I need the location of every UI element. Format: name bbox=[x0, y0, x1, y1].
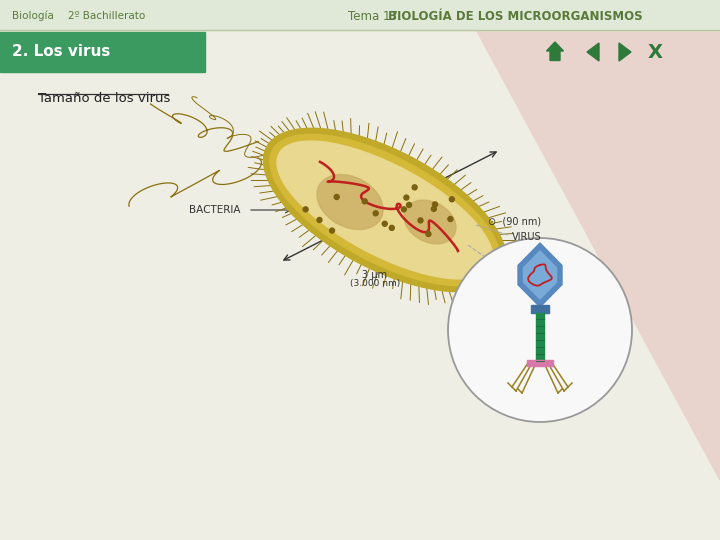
Circle shape bbox=[317, 218, 322, 222]
Text: X: X bbox=[647, 43, 662, 62]
Polygon shape bbox=[523, 251, 557, 299]
Polygon shape bbox=[518, 243, 562, 307]
Polygon shape bbox=[619, 43, 631, 61]
Circle shape bbox=[382, 221, 387, 226]
Circle shape bbox=[433, 202, 438, 207]
Circle shape bbox=[407, 202, 412, 207]
Bar bbox=[0, 32, 205, 72]
Circle shape bbox=[401, 207, 406, 212]
Polygon shape bbox=[460, 0, 720, 480]
Circle shape bbox=[373, 211, 378, 216]
Text: (3.000 nm): (3.000 nm) bbox=[350, 279, 400, 288]
Circle shape bbox=[412, 185, 417, 190]
Text: VIRUS: VIRUS bbox=[512, 232, 541, 242]
Bar bbox=[0, 0, 720, 30]
Ellipse shape bbox=[404, 200, 456, 244]
Text: BACTERIA: BACTERIA bbox=[189, 205, 240, 215]
Circle shape bbox=[303, 207, 308, 212]
Text: ⊙  (90 nm): ⊙ (90 nm) bbox=[488, 217, 541, 227]
Ellipse shape bbox=[317, 174, 383, 230]
Text: Tamaño de los virus: Tamaño de los virus bbox=[38, 92, 171, 105]
Circle shape bbox=[448, 217, 453, 221]
Bar bbox=[536, 313, 544, 361]
Text: BIOLOGÍA DE LOS MICROORGANISMOS: BIOLOGÍA DE LOS MICROORGANISMOS bbox=[388, 10, 643, 23]
Circle shape bbox=[390, 225, 395, 231]
Bar bbox=[527, 360, 553, 366]
Ellipse shape bbox=[270, 134, 500, 286]
Circle shape bbox=[404, 195, 409, 200]
Text: Biología: Biología bbox=[12, 11, 54, 21]
Circle shape bbox=[449, 197, 454, 202]
Text: 3 µm: 3 µm bbox=[362, 270, 387, 280]
Circle shape bbox=[330, 228, 335, 233]
Bar bbox=[531, 305, 549, 313]
Circle shape bbox=[431, 206, 436, 212]
Circle shape bbox=[448, 238, 632, 422]
Circle shape bbox=[418, 218, 423, 223]
Text: 2. Los virus: 2. Los virus bbox=[12, 44, 110, 59]
Polygon shape bbox=[546, 42, 564, 60]
Circle shape bbox=[426, 232, 431, 237]
Circle shape bbox=[362, 199, 367, 204]
Text: 2º Bachillerato: 2º Bachillerato bbox=[68, 11, 145, 21]
Ellipse shape bbox=[264, 129, 506, 292]
Text: Tema 17.: Tema 17. bbox=[348, 10, 405, 23]
Ellipse shape bbox=[277, 141, 493, 279]
Circle shape bbox=[334, 194, 339, 199]
Polygon shape bbox=[587, 43, 599, 61]
